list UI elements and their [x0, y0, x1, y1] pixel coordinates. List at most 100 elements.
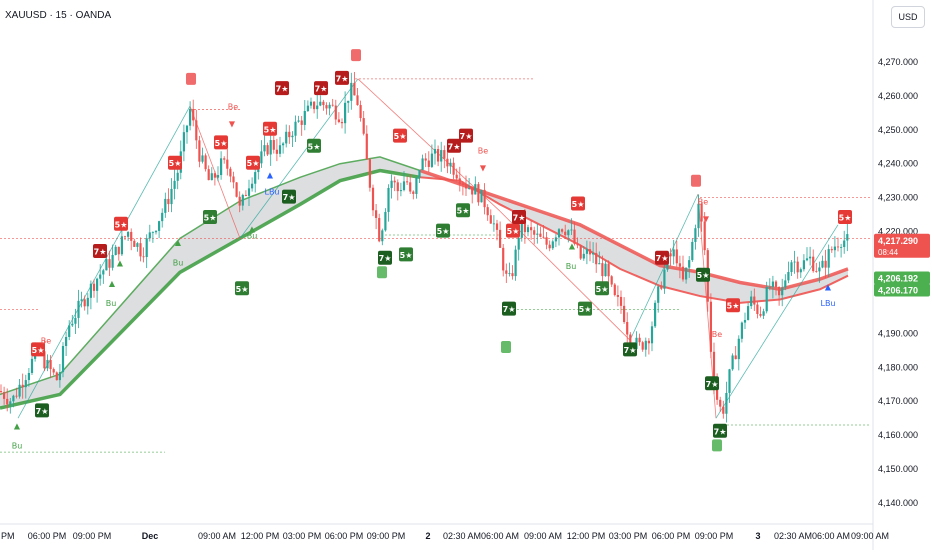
- candle-body: [471, 187, 474, 195]
- candle-body: [353, 82, 356, 96]
- candle-body: [781, 287, 784, 296]
- candle-body: [300, 120, 303, 125]
- badge-label: 5★: [697, 271, 710, 280]
- candle-body: [406, 181, 409, 183]
- badge-bg: [623, 342, 637, 357]
- pin-marker: [377, 266, 387, 279]
- candle-body: [164, 198, 167, 213]
- candle-body: [127, 231, 130, 237]
- x-tick-label: Dec: [142, 531, 159, 541]
- candle-body: [213, 173, 216, 178]
- annotation-label: Be: [228, 102, 238, 111]
- candle-body: [716, 383, 719, 400]
- badge-label: 5★: [507, 227, 520, 236]
- candle-body: [229, 168, 232, 177]
- candle-body: [768, 286, 771, 288]
- badge-label: 7★: [276, 85, 289, 94]
- candle-body: [542, 236, 545, 238]
- candle-body: [216, 175, 220, 178]
- candle-body: [254, 172, 257, 184]
- candle-body: [167, 198, 170, 205]
- candle-body: [443, 150, 446, 159]
- badge-bg: [506, 223, 520, 238]
- candle-body: [647, 340, 650, 344]
- annotation-label: Be: [698, 197, 708, 206]
- candle-body: [499, 229, 502, 248]
- candle-body: [201, 155, 204, 162]
- candle-body: [297, 120, 300, 122]
- candle-body: [226, 159, 229, 169]
- y-tick-label: 4,150.000: [878, 464, 918, 474]
- zigzag-segment: [715, 224, 839, 419]
- candle-body: [142, 256, 145, 258]
- candle-body: [210, 173, 213, 181]
- x-tick-label: 03:00 PM: [609, 531, 648, 541]
- candle-body: [340, 122, 344, 124]
- annotation-label: Be: [478, 147, 488, 156]
- candle-body: [6, 398, 9, 405]
- candle-body: [381, 230, 384, 242]
- candle-body: [765, 287, 768, 312]
- y-tick-label: 4,250.000: [878, 125, 918, 135]
- annotation-label: ▲: [117, 259, 124, 268]
- price-tag-bg: [874, 283, 930, 297]
- badge-bg: [459, 128, 473, 143]
- trend-band: [0, 156, 849, 410]
- candle-body: [774, 281, 778, 287]
- candle-body: [843, 240, 846, 248]
- badge-label: 5★: [727, 302, 740, 311]
- candle-body: [477, 184, 480, 203]
- candle-body: [96, 278, 99, 291]
- candle-body: [740, 322, 743, 339]
- candle-body: [672, 249, 675, 257]
- candle-body: [232, 176, 235, 183]
- candle-body: [52, 369, 55, 373]
- y-tick-label: 4,170.000: [878, 396, 918, 406]
- candle-body: [818, 267, 821, 272]
- badge-bg: [726, 298, 740, 313]
- candle-body: [427, 160, 430, 167]
- candle-body: [278, 145, 282, 154]
- candle-body: [551, 241, 554, 249]
- candle-body: [536, 233, 539, 235]
- candle-body: [815, 271, 818, 272]
- x-tick-label: 02:30 AM: [443, 531, 481, 541]
- y-tick-label: 4,270.000: [878, 57, 918, 67]
- badge-bg: [436, 223, 450, 238]
- badge-bg: [31, 342, 45, 357]
- price-tags: 4,217.290 08:44 4,206.192 4,206.170: [874, 233, 930, 297]
- badge-label: 7★: [379, 254, 392, 263]
- candle-body: [396, 182, 399, 192]
- candle-body: [238, 196, 241, 206]
- x-tick-label: 09:00 PM: [367, 531, 406, 541]
- candle-body: [505, 270, 508, 274]
- candle-body: [133, 240, 136, 247]
- candle-body: [557, 229, 561, 238]
- annotation-label: Bu: [12, 442, 23, 451]
- candle-body: [3, 392, 6, 399]
- candlesticks: [0, 72, 849, 423]
- price-tag-label: 4,206.192: [878, 273, 918, 283]
- badge-label: 5★: [400, 251, 413, 260]
- badge-bg: [114, 216, 128, 231]
- candle-body: [657, 286, 660, 303]
- badge-bg: [578, 301, 592, 316]
- candle-body: [598, 263, 601, 265]
- candle-body: [195, 120, 198, 141]
- candle-body: [530, 227, 533, 231]
- badge-label: 5★: [215, 139, 228, 148]
- candle-body: [511, 273, 514, 277]
- candle-body: [833, 246, 836, 251]
- annotation-label: ▲: [109, 279, 116, 288]
- candle-body: [700, 203, 703, 222]
- candle-body: [176, 172, 179, 181]
- badge-label: 5★: [596, 285, 609, 294]
- candle-body: [722, 406, 725, 414]
- candle-body: [362, 118, 365, 134]
- currency-button[interactable]: USD: [891, 6, 925, 28]
- candle-body: [58, 372, 61, 381]
- candle-body: [604, 263, 607, 277]
